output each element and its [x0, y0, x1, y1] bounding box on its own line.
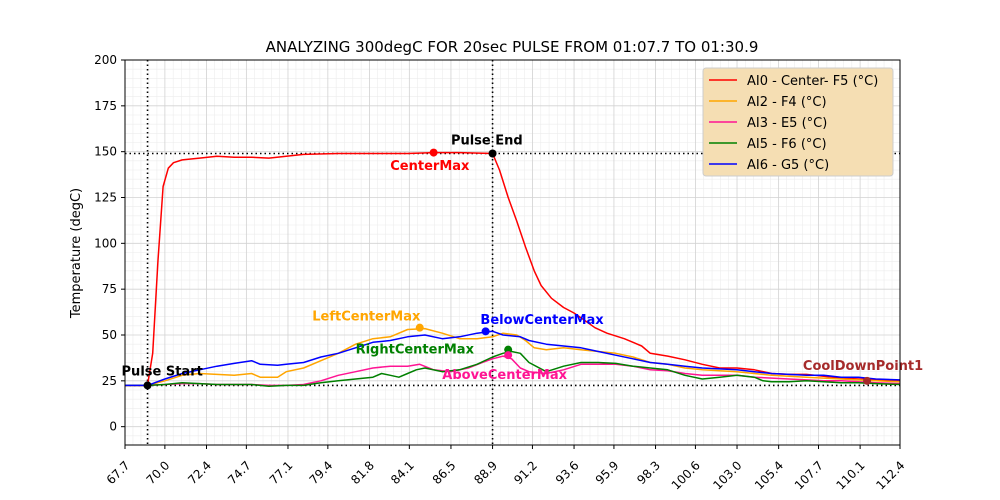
- x-tick-label: 67.7: [104, 458, 133, 487]
- x-tick-label: 98.3: [634, 458, 663, 487]
- y-tick-label: 75: [102, 282, 117, 296]
- chart-title: ANALYZING 300degC FOR 20sec PULSE FROM 0…: [266, 38, 759, 56]
- series-line-1: [125, 327, 901, 387]
- annotation-label: Pulse End: [451, 133, 523, 148]
- annotation-point: [429, 148, 438, 157]
- legend-label: AI0 - Center- F5 (°C): [747, 74, 878, 89]
- series-line-4: [125, 330, 901, 387]
- legend-label: AI3 - E5 (°C): [747, 116, 827, 131]
- x-axis-ticks: 67.7 70.0 72.4 74.7 77.1 79.4 81.8 84.1 86.5 88.9…: [104, 445, 908, 492]
- y-tick-label: 25: [102, 374, 117, 388]
- y-tick-label: 0: [109, 420, 117, 434]
- y-tick-label: 100: [94, 236, 117, 250]
- annotation-label: CoolDownPoint1: [803, 359, 923, 374]
- x-tick-label: 72.4: [185, 458, 214, 487]
- annotation-label: Pulse Start: [122, 364, 203, 379]
- series-line-0: [125, 151, 901, 387]
- annotation-label: RightCenterMax: [356, 342, 475, 357]
- annotation-point: [488, 149, 497, 158]
- annotation-point: [504, 351, 513, 360]
- series-line-3: [125, 350, 901, 388]
- annotation-point: [504, 345, 513, 354]
- annotation-label: LeftCenterMax: [312, 309, 421, 324]
- x-tick-label: 70.0: [144, 458, 173, 487]
- y-tick-label: 125: [94, 191, 117, 205]
- x-tick-label: 93.6: [553, 458, 582, 487]
- annotation-point: [863, 376, 872, 385]
- y-tick-label: 50: [102, 328, 117, 342]
- x-tick-label: 79.4: [307, 458, 336, 487]
- annotation-point: [143, 381, 152, 390]
- annotation-label: AboveCenterMax: [442, 368, 567, 383]
- x-tick-label: 88.9: [471, 458, 500, 487]
- x-tick-label: 95.9: [593, 458, 622, 487]
- series-lines: [125, 151, 901, 388]
- annotation-point: [481, 327, 490, 336]
- x-tick-label: 81.8: [348, 458, 377, 487]
- x-tick-label: 91.2: [511, 458, 540, 487]
- y-tick-label: 175: [94, 99, 117, 113]
- x-tick-label: 112.4: [873, 458, 907, 492]
- x-tick-label: 84.1: [388, 458, 417, 487]
- x-tick-label: 107.7: [792, 458, 826, 492]
- y-tick-label: 150: [94, 145, 117, 159]
- annotation-label: CenterMax: [390, 159, 470, 174]
- plot-frame: [124, 59, 901, 446]
- legend-label: AI6 - G5 (°C): [747, 158, 829, 173]
- x-tick-label: 74.7: [225, 458, 254, 487]
- x-tick-label: 100.6: [669, 458, 703, 492]
- legend-label: AI2 - F4 (°C): [747, 95, 827, 110]
- x-tick-label: 103.0: [710, 458, 744, 492]
- x-tick-label: 77.1: [267, 458, 296, 487]
- annotation-label: BelowCenterMax: [480, 313, 604, 328]
- legend-label: AI5 - F6 (°C): [747, 137, 827, 152]
- x-tick-label: 86.5: [430, 458, 459, 487]
- y-tick-label: 200: [94, 53, 117, 67]
- legend-box: [702, 67, 894, 177]
- y-axis-label: Temperature (degC): [69, 188, 84, 319]
- legend: AI0 - Center- F5 (°C) AI2 - F4 (°C) AI3 - …: [702, 67, 894, 177]
- x-tick-label: 110.1: [833, 458, 867, 492]
- annotation-point: [415, 323, 424, 332]
- annotation-markers: Pulse Start Pulse End CenterMax LeftCenterM…: [122, 133, 923, 390]
- y-axis-ticks: 0 25 50 75 100 125 150 175 200: [94, 53, 125, 434]
- x-tick-label: 105.4: [752, 458, 786, 492]
